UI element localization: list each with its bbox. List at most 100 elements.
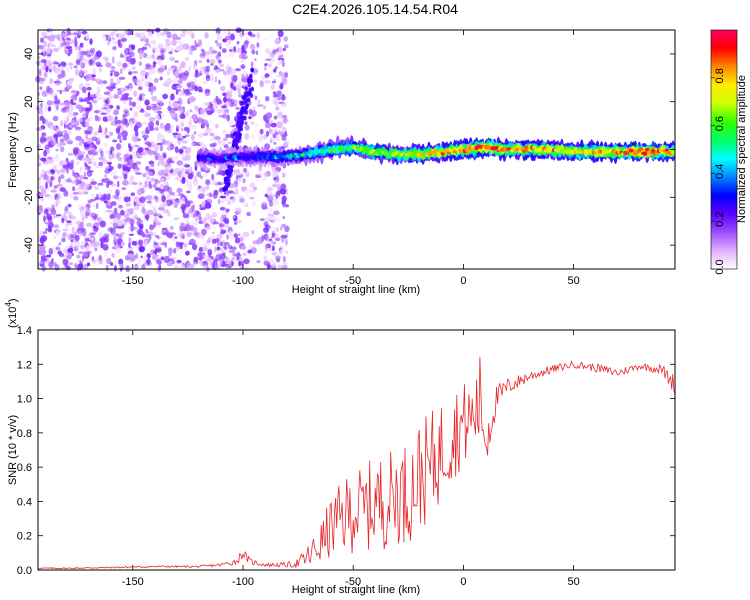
noise-dot — [146, 54, 153, 60]
noise-dot — [65, 167, 68, 171]
noise-dot — [159, 100, 164, 106]
noise-dot — [151, 29, 155, 34]
noise-dot — [192, 44, 198, 51]
noise-dot — [39, 115, 44, 121]
noise-dot — [58, 45, 62, 50]
noise-dot — [38, 185, 45, 191]
noise-dot — [94, 186, 99, 190]
noise-dot — [181, 140, 188, 144]
noise-dot — [114, 118, 118, 125]
noise-dot — [105, 169, 109, 172]
noise-dot — [85, 131, 93, 135]
noise-dot — [189, 166, 193, 173]
noise-dot — [217, 137, 221, 145]
noise-dot — [206, 198, 212, 202]
noise-dot — [166, 193, 171, 200]
noise-dot — [205, 179, 211, 186]
noise-dot — [166, 77, 173, 85]
noise-dot — [37, 44, 44, 50]
noise-dot — [168, 51, 173, 55]
noise-dot — [150, 177, 156, 182]
noise-dot — [42, 231, 48, 235]
noise-dot — [78, 140, 83, 147]
noise-dot — [161, 227, 168, 231]
noise-dot — [63, 129, 68, 134]
noise-dot — [123, 192, 128, 197]
noise-dot — [200, 118, 204, 123]
noise-dot — [41, 31, 47, 37]
noise-dot — [53, 224, 60, 229]
noise-dot — [99, 148, 103, 154]
noise-dot — [173, 217, 180, 221]
noise-dot — [68, 46, 73, 53]
noise-dot — [81, 86, 87, 94]
noise-dot — [122, 136, 128, 141]
noise-dot — [138, 222, 144, 231]
noise-dot — [119, 53, 124, 58]
noise-dot — [270, 122, 278, 128]
noise-dot — [252, 107, 257, 110]
noise-dot — [155, 248, 162, 253]
noise-dot — [109, 221, 113, 225]
noise-dot — [146, 28, 152, 33]
noise-dot — [101, 133, 105, 137]
noise-dot — [167, 232, 173, 239]
noise-dot — [276, 74, 281, 78]
noise-dot — [252, 200, 256, 207]
noise-dot — [68, 204, 71, 208]
colorbar-tick-label: 0.6 — [714, 116, 726, 131]
noise-dot — [129, 208, 134, 215]
noise-dot — [57, 64, 61, 67]
noise-dot — [145, 165, 150, 171]
noise-dot — [159, 215, 163, 219]
noise-dot — [271, 58, 276, 63]
noise-dot — [148, 87, 152, 92]
x-tick-label: -100 — [232, 275, 254, 287]
noise-dot — [234, 100, 239, 106]
noise-dot — [282, 133, 288, 137]
noise-dot — [221, 263, 228, 267]
noise-dot — [39, 86, 43, 90]
noise-dot — [263, 105, 266, 110]
noise-dot — [168, 146, 171, 150]
noise-dot — [277, 32, 284, 37]
streak-dot — [234, 142, 238, 148]
noise-dot — [211, 231, 215, 235]
noise-dot — [188, 95, 196, 104]
noise-dot — [79, 42, 83, 48]
noise-dot — [193, 213, 197, 218]
noise-dot — [160, 48, 166, 54]
noise-dot — [105, 62, 112, 68]
noise-dot — [41, 132, 47, 138]
noise-dot — [108, 131, 114, 137]
noise-dot — [272, 198, 279, 206]
noise-dot — [61, 237, 66, 243]
noise-dot — [123, 107, 128, 113]
noise-dot — [274, 237, 281, 242]
noise-dot — [157, 161, 161, 167]
noise-dot — [123, 99, 126, 105]
noise-dot — [240, 59, 245, 63]
noise-dot — [83, 206, 90, 213]
noise-dot — [85, 204, 91, 209]
noise-dot — [220, 85, 226, 92]
noise-dot — [241, 202, 248, 205]
noise-dot — [225, 42, 230, 48]
noise-dot — [37, 107, 43, 115]
noise-dot — [117, 233, 123, 239]
noise-dot — [235, 68, 241, 72]
noise-dot — [203, 173, 208, 177]
noise-dot — [193, 178, 199, 186]
noise-dot — [100, 112, 107, 115]
noise-dot — [156, 137, 160, 141]
colorbar: 0.0 0.2 0.4 0.6 0.8 Normalized spectral ampl… — [710, 29, 748, 275]
noise-dot — [96, 116, 101, 122]
noise-dot — [220, 169, 226, 177]
noise-dot — [47, 87, 54, 95]
noise-dot — [197, 116, 202, 124]
noise-dot — [53, 235, 56, 240]
noise-dot — [265, 58, 272, 61]
streak-dot — [238, 110, 243, 116]
noise-dot — [284, 225, 290, 233]
noise-dot — [188, 66, 192, 72]
